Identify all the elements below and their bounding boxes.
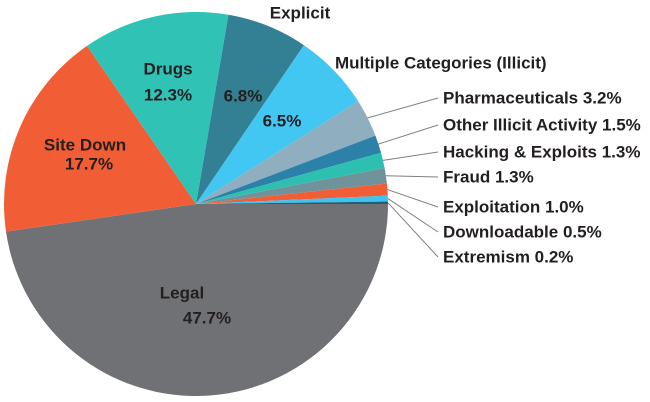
label-multiple-categories-value: 6.5% <box>262 111 302 131</box>
label-drugs-name: Drugs <box>143 59 193 79</box>
label-callout-downloadable: Downloadable 0.5% <box>443 222 602 242</box>
label-callout-extremism: Extremism 0.2% <box>443 247 574 267</box>
pie-slice-fraud <box>196 168 387 204</box>
pie-slice-site-down <box>3 45 197 232</box>
leader-line-extremism <box>387 202 439 258</box>
pie-slice-hacking-exploits <box>196 152 385 204</box>
pie-slice-explicit <box>196 14 304 205</box>
pie-slice-exploitation <box>196 183 388 204</box>
leader-line-exploitation <box>387 189 439 208</box>
label-legal-name: Legal <box>159 283 205 303</box>
label-explicit-value: 6.8% <box>223 86 263 106</box>
pie-slice-pharmaceuticals <box>196 101 376 204</box>
label-callout-hacking-exploits: Hacking & Exploits 1.3% <box>443 142 641 162</box>
pie-slice-multiple-categories-illicit <box>196 45 359 205</box>
pie-slice-legal <box>6 204 388 397</box>
label-callout-pharmaceuticals: Pharmaceuticals 3.2% <box>443 88 622 108</box>
leader-line-fraud <box>385 175 439 178</box>
pie-slice-drugs <box>87 12 229 204</box>
pie-slice-other-illicit-activity <box>196 135 382 204</box>
label-drugs-value: 12.3% <box>143 85 193 105</box>
label-callout-exploitation: Exploitation 1.0% <box>443 197 584 217</box>
leader-line-downloadable <box>387 198 439 233</box>
pie-slice-extremism <box>196 201 388 204</box>
label-callout-other-illicit-activity: Other Illicit Activity 1.5% <box>443 115 641 135</box>
label-legal-value: 47.7% <box>182 308 232 328</box>
leader-line-hacking-exploits <box>382 151 439 161</box>
label-site-down-name: Site Down <box>43 135 127 155</box>
label-explicit-name: Explicit <box>269 3 331 23</box>
label-site-down-value: 17.7% <box>64 154 114 174</box>
label-callout-fraud: Fraud 1.3% <box>443 167 534 187</box>
leader-line-other-illicit-activity <box>378 124 439 145</box>
label-multiple-categories-name: Multiple Categories (Illicit) <box>335 53 547 73</box>
pie-slice-downloadable <box>196 195 388 204</box>
leader-line-pharmaceuticals <box>367 97 439 119</box>
